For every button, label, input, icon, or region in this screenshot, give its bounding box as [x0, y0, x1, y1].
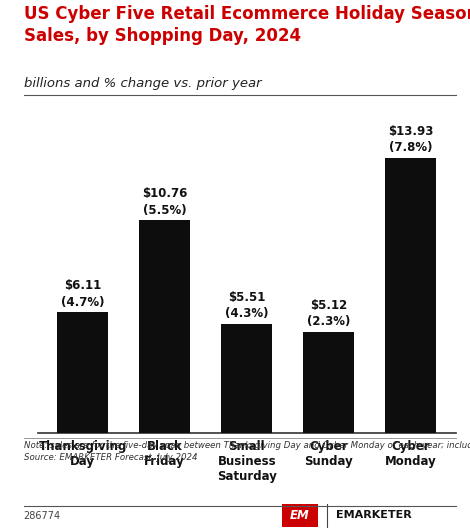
Bar	[57, 312, 108, 433]
Text: $5.12
(2.3%): $5.12 (2.3%)	[307, 298, 351, 328]
Text: US Cyber Five Retail Ecommerce Holiday Season
Sales, by Shopping Day, 2024: US Cyber Five Retail Ecommerce Holiday S…	[24, 5, 470, 45]
Bar	[385, 158, 436, 433]
Text: billions and % change vs. prior year: billions and % change vs. prior year	[24, 77, 261, 90]
Text: $13.93
(7.8%): $13.93 (7.8%)	[388, 125, 433, 154]
Text: 286774: 286774	[24, 511, 61, 521]
Text: Note: sales are for the five-day span between Thanksgiving Day and Cyber Monday : Note: sales are for the five-day span be…	[24, 441, 470, 461]
Text: $6.11
(4.7%): $6.11 (4.7%)	[61, 279, 104, 309]
Bar	[221, 324, 272, 433]
Text: $5.51
(4.3%): $5.51 (4.3%)	[225, 291, 268, 320]
Text: EMARKETER: EMARKETER	[336, 510, 411, 520]
Bar	[303, 332, 354, 433]
Bar	[139, 220, 190, 433]
Text: $10.76
(5.5%): $10.76 (5.5%)	[142, 187, 188, 217]
Bar	[282, 504, 318, 527]
Text: EM: EM	[290, 509, 310, 521]
